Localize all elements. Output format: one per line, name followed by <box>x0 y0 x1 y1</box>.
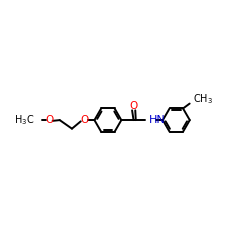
Text: O: O <box>45 115 54 125</box>
Text: O: O <box>129 101 138 111</box>
Text: O: O <box>80 115 88 125</box>
Text: H$_3$C: H$_3$C <box>14 113 34 127</box>
Text: CH$_3$: CH$_3$ <box>193 92 213 106</box>
Text: HN: HN <box>148 115 165 125</box>
